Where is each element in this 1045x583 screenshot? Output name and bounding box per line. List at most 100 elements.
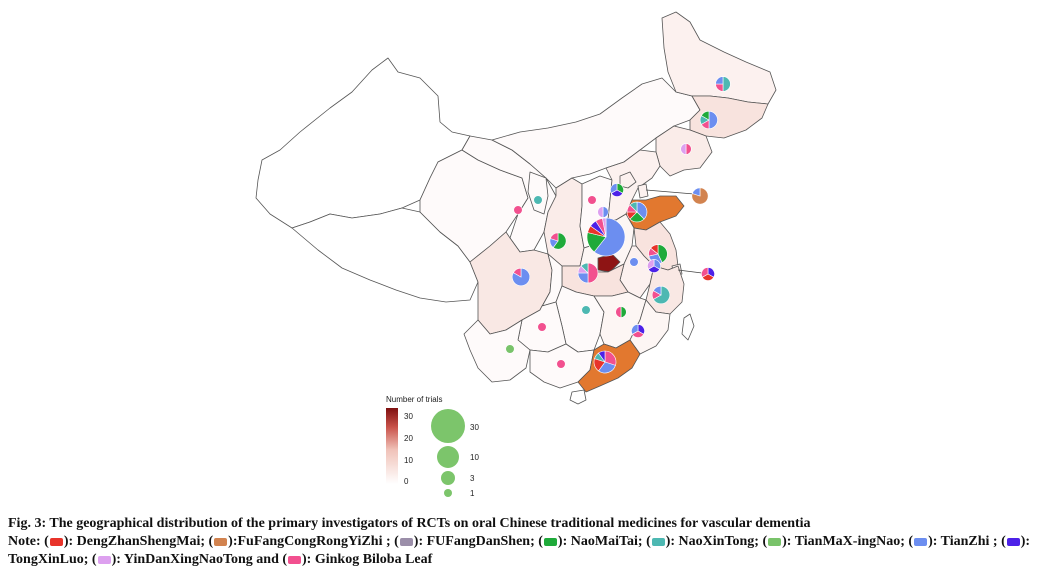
pie-guizhou (537, 322, 547, 332)
swatch-naoxintong (651, 537, 665, 546)
legend-size-tick-10: 10 (470, 453, 479, 462)
pie-slice-hebei-tianzhi (602, 206, 609, 218)
pie-hunan (581, 305, 591, 315)
pie-slice-zhejiang-tianzhi (652, 285, 662, 296)
pie-slice-heilongjiang-tianzhi (715, 76, 724, 85)
caption-item-yindanxingnaotong: ): YinDanXingNaoTong and ( (111, 552, 288, 567)
legend-size-circle-3 (441, 471, 455, 485)
pie-shanxi (587, 195, 597, 205)
pie-slice-jilin-naomaitai (700, 110, 710, 121)
legend-size-tick-1: 1 (470, 489, 475, 498)
pie-jilin (699, 110, 718, 130)
caption-item-dengzhanshengmai: ): DengZhanShengMai; ( (63, 534, 214, 549)
swatch-tianmaxingnao (768, 537, 782, 546)
pie-fujian (631, 324, 645, 338)
caption-item-tongxinluo: ): TongXinLuo; ( (8, 534, 1031, 567)
pie-ningxia (533, 195, 543, 205)
pie-slice-shanghai-callout-ginkog-biloba-leaf (701, 267, 709, 278)
pie-tianjin-callout (691, 187, 709, 205)
pie-beijing (610, 183, 624, 197)
swatch-tianzhi (914, 537, 928, 546)
legend-color-bar (386, 408, 398, 484)
china-map: Number of trials 30 20 10 0 30 10 3 1 (255, 11, 777, 498)
legend-size-circle-10 (437, 446, 459, 468)
pie-slice-anhui-a-yindanxingnaotong (647, 259, 655, 270)
pie-guangdong (593, 350, 617, 374)
province-inner-mongolia (491, 77, 701, 189)
pie-slice-guangdong-tongxinluo (598, 350, 606, 363)
pie-slice-hebei-yindanxingnaotong (597, 206, 604, 218)
swatch-fufangcongrongyizhi (214, 537, 228, 546)
legend-color-tick-10: 10 (404, 456, 413, 465)
pie-slice-hubei-ginkog-biloba-leaf (587, 262, 599, 284)
caption-item-naomaitai: ): NaoMaiTai; ( (557, 534, 651, 549)
pie-slice-tianjin-callout-fufangcongrongyizhi (691, 187, 709, 205)
pie-slice-sichuan-tianzhi (511, 267, 531, 287)
pie-slice-henan-tianzhi (593, 217, 626, 257)
province-tianjin (637, 183, 649, 199)
province-taiwan (681, 313, 695, 341)
pie-slice-jiangsu-naomaitai (657, 244, 668, 263)
pie-slice-jilin-tianzhi (708, 110, 718, 130)
pie-slice-jiangxi-ginkog-biloba-leaf (615, 306, 622, 318)
legend-color-tick-20: 20 (404, 434, 413, 443)
pie-zhejiang (651, 285, 671, 305)
legend-size-circle-30 (431, 409, 465, 443)
swatch-ginkgo-biloba-leaf (288, 555, 302, 564)
pie-gansu (513, 205, 523, 215)
callout-lines (645, 189, 703, 274)
legend: Number of trials 30 20 10 0 30 10 3 1 (386, 395, 479, 498)
pie-slice-gansu-ginkog-biloba-leaf (513, 205, 523, 215)
caption-item-fufangcongrongyizhi: ):FuFangCongRongYiZhi ; ( (228, 534, 399, 549)
caption-item-tianzhi: ): TianZhi ; ( (928, 534, 1006, 549)
legend-color-tick-0: 0 (404, 477, 409, 486)
legend-title: Number of trials (386, 395, 442, 404)
callout-line-shanghai (677, 269, 703, 274)
swatch-yindanxingnaotong (97, 555, 111, 564)
swatch-tongxinluo (1006, 537, 1020, 546)
pie-slice-beijing-tianzhi (610, 183, 618, 194)
pie-shandong (626, 201, 648, 223)
legend-size-circle-1 (444, 489, 452, 497)
pie-slice-hubei-naoxintong (580, 262, 589, 274)
pie-anhui-a (647, 259, 661, 273)
pie-yunnan (505, 344, 515, 354)
callout-line-tianjin (645, 189, 695, 195)
legend-size-tick-30: 30 (470, 423, 479, 432)
figure-caption: Fig. 3: The geographical distribution of… (8, 515, 1040, 569)
pie-henan (586, 217, 626, 257)
province-ningxia (527, 171, 549, 215)
pie-slice-tianjin-callout-tianzhi (691, 187, 701, 197)
province-hebei (605, 149, 661, 221)
swatch-naomaitai (543, 537, 557, 546)
caption-item-tianmaxingnao: ): TianMaX-ingNao; ( (782, 534, 914, 549)
pie-layer (505, 76, 731, 374)
pie-slice-shaanxi-ginkog-biloba-leaf (549, 232, 559, 242)
caption-note: Note: (): DengZhanShengMai; ():FuFangCon… (8, 533, 1040, 569)
pie-hubei (577, 262, 599, 284)
caption-item-fufangdanshen: ): FUFangDanShen; ( (413, 534, 543, 549)
pie-shanghai-callout (701, 267, 715, 281)
pie-slice-fujian-tianzhi (631, 324, 639, 335)
pie-slice-sichuan-ginkog-biloba-leaf (512, 267, 522, 278)
pie-shaanxi (549, 232, 567, 250)
pie-slice-heilongjiang-naoxintong (722, 76, 731, 92)
pie-slice-shandong-naoxintong (629, 201, 638, 213)
pie-slice-liaoning-yindanxingnaotong (680, 143, 687, 155)
pie-slice-henan-yindanxingnaotong (602, 217, 607, 238)
province-yunnan (463, 319, 531, 383)
pie-slice-shanxi-ginkog-biloba-leaf (587, 195, 597, 205)
pie-slice-jiangsu-dengzhanshengmai (650, 244, 659, 255)
province-hainan (569, 389, 587, 405)
pie-jiangxi (615, 306, 627, 318)
pie-slice-yunnan-tianmaxingnao (505, 344, 515, 354)
pie-liaoning (680, 143, 692, 155)
pie-slice-guizhou-ginkog-biloba-leaf (537, 322, 547, 332)
pie-slice-liaoning-ginkog-biloba-leaf (685, 143, 692, 155)
pie-heilongjiang (715, 76, 731, 92)
legend-color-tick-30: 30 (404, 412, 413, 421)
caption-title: Fig. 3: The geographical distribution of… (8, 516, 811, 531)
pie-sichuan (511, 267, 531, 287)
legend-size-tick-3: 3 (470, 474, 475, 483)
pie-slice-shandong-tianzhi (636, 201, 648, 220)
